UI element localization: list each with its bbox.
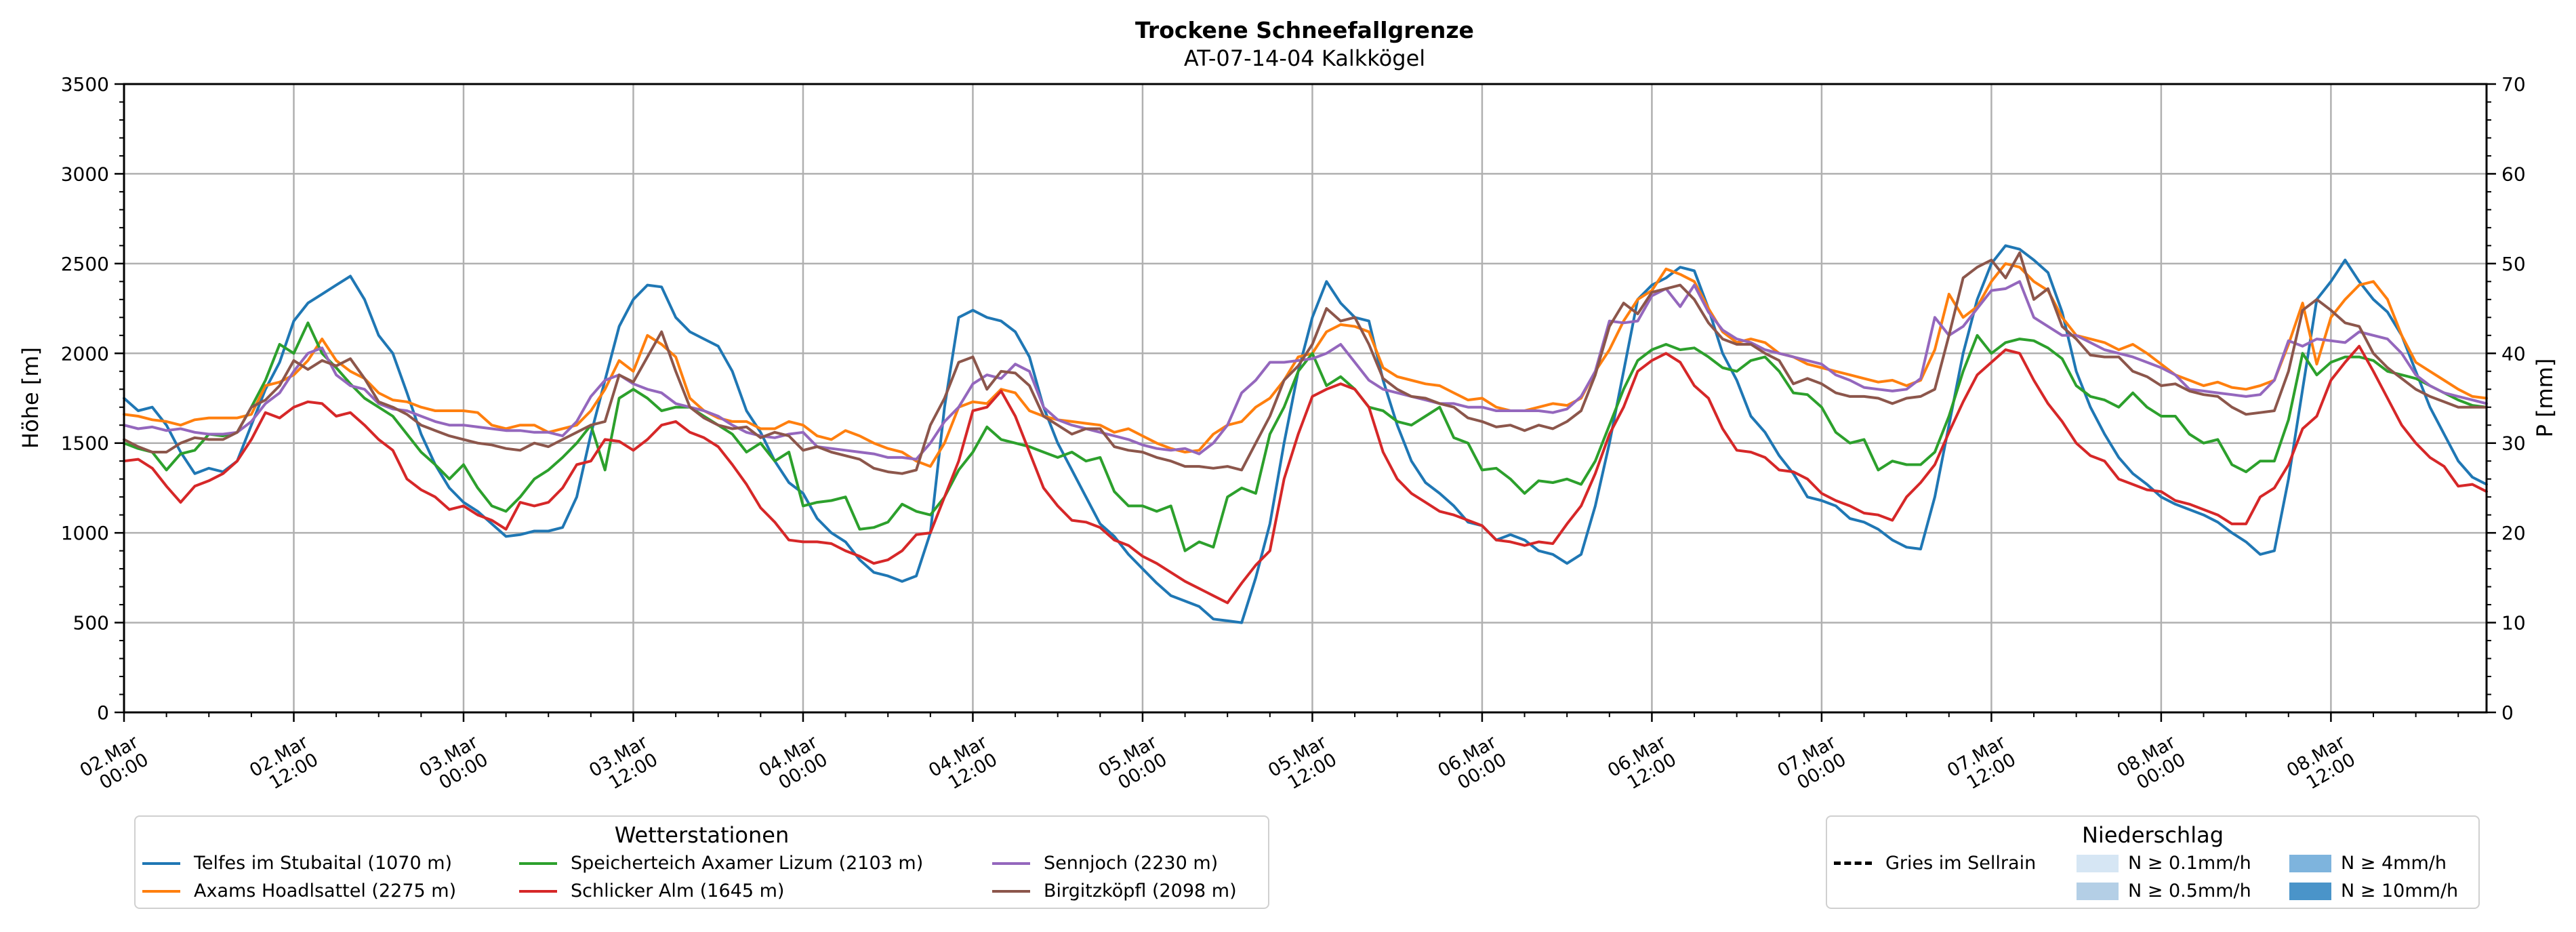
legend-swatch-n10: [2289, 882, 2331, 900]
legend-item-birgitzkoepfl: Birgitzköpfl (2098 m): [992, 880, 1237, 901]
y-tick-label: 3500: [61, 73, 109, 96]
legend-swatch-sennjoch: [992, 862, 1030, 865]
chart-subtitle: AT-07-14-04 Kalkkögel: [1184, 45, 1425, 71]
legend-item-n10: N ≥ 10mm/h: [2289, 880, 2458, 901]
x-tick-label: 07.Mar12:00: [1944, 731, 2020, 799]
series-line-2: [123, 321, 2488, 552]
legend-swatch-telfes: [142, 862, 180, 865]
axis-layer: 02.Mar00:00 02.Mar12:00 03.Mar00:00 03.Mar1…: [61, 73, 2526, 799]
legend-label-schlicker: Schlicker Alm (1645 m): [571, 880, 785, 901]
legend-label-gries: Gries im Sellrain: [1885, 853, 2037, 874]
legend-item-n4: N ≥ 4mm/h: [2289, 853, 2447, 874]
legend-label-n05: N ≥ 0.5mm/h: [2128, 880, 2251, 901]
legend-label-axams: Axams Hoadlsattel (2275 m): [194, 880, 457, 901]
legend-item-n01: N ≥ 0.1mm/h: [2077, 853, 2251, 874]
legend-swatch-axams: [142, 889, 180, 893]
x-tick-label: 06.Mar00:00: [1435, 731, 1511, 799]
legend-item-n05: N ≥ 0.5mm/h: [2077, 880, 2251, 901]
legend-label-birgitzkoepfl: Birgitzköpfl (2098 m): [1044, 880, 1237, 901]
legend-swatch-n05: [2077, 882, 2119, 900]
legend-item-gries: Gries im Sellrain: [1834, 853, 2036, 874]
x-tick-label: 02.Mar12:00: [246, 731, 323, 799]
legend-swatch-gries: [1834, 862, 1872, 865]
series-line-1: [123, 262, 2488, 468]
legend-swatch-n4: [2289, 854, 2331, 872]
legend-swatch-schlicker: [519, 889, 557, 893]
legend-stations-title: Wetterstationen: [614, 822, 790, 848]
x-tick-label: 03.Mar12:00: [586, 731, 662, 799]
legend-label-n01: N ≥ 0.1mm/h: [2128, 853, 2251, 874]
y-tick-label: 3000: [61, 163, 109, 185]
series-line-0: [123, 244, 2488, 624]
y-tick-label: 1000: [61, 522, 109, 544]
y2-tick-label: 50: [2501, 253, 2526, 275]
y2-axis-label: P [mm]: [2532, 359, 2558, 438]
y2-tick-label: 40: [2501, 342, 2526, 365]
plot-frame: [123, 83, 2488, 714]
legend-item-sennjoch: Sennjoch (2230 m): [992, 853, 1218, 874]
y-tick-label: 2500: [61, 253, 109, 275]
legend-label-speicherteich: Speicherteich Axamer Lizum (2103 m): [571, 853, 924, 874]
legend-label-sennjoch: Sennjoch (2230 m): [1044, 853, 1219, 874]
legend-label-telfes: Telfes im Stubaital (1070 m): [194, 853, 453, 874]
y2-tick-label: 0: [2501, 702, 2514, 724]
y-tick-label: 0: [97, 702, 109, 724]
series-line-3: [123, 344, 2488, 605]
grid-layer: [124, 84, 2487, 712]
x-tick-label: 05.Mar12:00: [1265, 731, 1341, 799]
y-tick-label: 500: [73, 612, 109, 634]
series-line-5: [123, 251, 2488, 475]
legend-precip-title: Niederschlag: [2081, 822, 2224, 848]
y2-tick-label: 30: [2501, 432, 2526, 455]
legend-item-schlicker: Schlicker Alm (1645 m): [519, 880, 784, 901]
legend-item-telfes: Telfes im Stubaital (1070 m): [142, 853, 452, 874]
legend-label-n4: N ≥ 4mm/h: [2341, 853, 2447, 874]
x-tick-label: 08.Mar12:00: [2283, 731, 2360, 799]
x-tick-label: 04.Mar12:00: [925, 731, 1002, 799]
legend-item-axams: Axams Hoadlsattel (2275 m): [142, 880, 456, 901]
legend-item-speicherteich: Speicherteich Axamer Lizum (2103 m): [519, 853, 923, 874]
y2-tick-label: 10: [2501, 612, 2526, 634]
y-axis-label: Höhe [m]: [18, 347, 43, 449]
x-tick-label: 02.Mar00:00: [77, 731, 153, 799]
y2-tick-label: 60: [2501, 163, 2526, 185]
x-tick-label: 08.Mar00:00: [2114, 731, 2190, 799]
chart-title: Trockene Schneefallgrenze: [1135, 17, 1474, 43]
y2-tick-label: 70: [2501, 73, 2526, 96]
legend-label-n10: N ≥ 10mm/h: [2341, 880, 2459, 901]
series-layer: [123, 244, 2488, 624]
y-tick-label: 1500: [61, 432, 109, 455]
x-tick-label: 07.Mar00:00: [1774, 731, 1851, 799]
legend-swatch-birgitzkoepfl: [992, 889, 1030, 893]
x-tick-label: 06.Mar12:00: [1604, 731, 1681, 799]
x-tick-label: 03.Mar00:00: [416, 731, 493, 799]
y-tick-label: 2000: [61, 342, 109, 365]
legend-precipitation: Niederschlag Gries im Sellrain N ≥ 0.1mm…: [1826, 815, 2480, 909]
legend-stations: Wetterstationen Telfes im Stubaital (107…: [134, 815, 1269, 909]
legend-swatch-n01: [2077, 854, 2119, 872]
legend-swatch-speicherteich: [519, 862, 557, 865]
series-line-4: [123, 280, 2488, 461]
y2-tick-label: 20: [2501, 522, 2526, 544]
x-tick-label: 05.Mar00:00: [1095, 731, 1172, 799]
x-tick-label: 04.Mar00:00: [756, 731, 832, 799]
